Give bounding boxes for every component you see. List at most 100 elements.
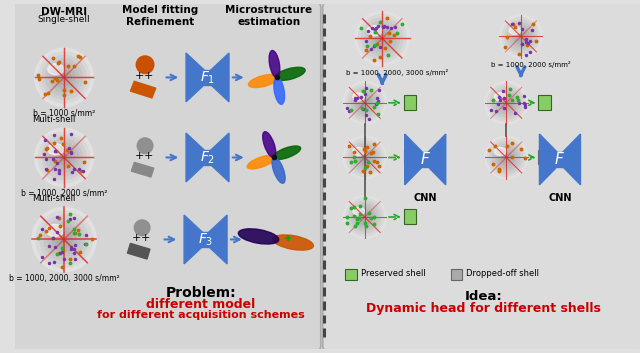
Circle shape (355, 11, 410, 66)
Text: Multi-shell: Multi-shell (33, 115, 76, 124)
Polygon shape (186, 133, 204, 182)
Ellipse shape (509, 26, 521, 35)
Circle shape (493, 89, 520, 116)
Ellipse shape (275, 67, 305, 80)
Circle shape (498, 95, 515, 111)
FancyBboxPatch shape (404, 95, 417, 110)
Text: +: + (140, 233, 150, 244)
Ellipse shape (494, 147, 506, 156)
Circle shape (40, 215, 88, 264)
Text: +: + (143, 71, 153, 82)
Polygon shape (428, 134, 445, 185)
Text: DW-MRI: DW-MRI (41, 7, 87, 17)
Circle shape (134, 220, 150, 235)
Text: b = 1000 s/mm²: b = 1000 s/mm² (33, 109, 95, 118)
Text: b = 1000, 2000, 3000 s/mm²: b = 1000, 2000, 3000 s/mm² (346, 68, 448, 76)
Text: Dynamic head for different shells: Dynamic head for different shells (366, 302, 601, 315)
Text: b = 1000, 2000, 3000 s/mm²: b = 1000, 2000, 3000 s/mm² (9, 274, 119, 283)
Circle shape (42, 55, 86, 100)
Circle shape (351, 204, 378, 231)
Ellipse shape (46, 224, 64, 237)
FancyBboxPatch shape (451, 269, 462, 281)
Text: $F_3$: $F_3$ (198, 231, 213, 248)
Text: $F$: $F$ (554, 151, 565, 167)
Circle shape (362, 155, 367, 160)
Circle shape (343, 81, 386, 124)
Circle shape (56, 232, 72, 247)
Circle shape (38, 132, 90, 183)
Circle shape (376, 31, 389, 45)
Circle shape (498, 149, 515, 166)
Text: +: + (134, 151, 144, 161)
Circle shape (362, 100, 367, 106)
Text: Dropped-off shell: Dropped-off shell (466, 269, 540, 278)
Circle shape (60, 235, 68, 244)
Circle shape (53, 146, 75, 168)
Text: Preserved shell: Preserved shell (361, 269, 426, 278)
Circle shape (49, 143, 79, 172)
Circle shape (504, 155, 509, 160)
Circle shape (44, 219, 84, 259)
Ellipse shape (262, 132, 276, 157)
FancyBboxPatch shape (404, 150, 417, 164)
Circle shape (493, 144, 520, 171)
Circle shape (354, 92, 376, 114)
Circle shape (358, 14, 406, 62)
Circle shape (45, 59, 83, 96)
Circle shape (513, 28, 529, 44)
Circle shape (504, 100, 509, 106)
Ellipse shape (367, 25, 382, 36)
Polygon shape (404, 134, 422, 185)
Text: Single-shell: Single-shell (38, 15, 90, 24)
Circle shape (343, 196, 386, 239)
Ellipse shape (273, 235, 314, 250)
Polygon shape (211, 53, 229, 102)
Polygon shape (127, 243, 150, 259)
Circle shape (365, 21, 399, 55)
Circle shape (369, 25, 396, 52)
Ellipse shape (353, 207, 365, 215)
Circle shape (349, 141, 381, 174)
Circle shape (501, 97, 511, 108)
Text: +: + (132, 233, 141, 244)
Ellipse shape (248, 74, 279, 88)
Circle shape (45, 139, 83, 176)
Circle shape (346, 198, 383, 236)
Polygon shape (202, 232, 209, 247)
Circle shape (490, 141, 522, 174)
Text: CNN: CNN (548, 193, 572, 203)
Text: $F_2$: $F_2$ (200, 149, 215, 166)
Circle shape (49, 63, 79, 92)
Circle shape (346, 84, 383, 121)
Circle shape (354, 147, 376, 168)
Circle shape (379, 35, 386, 42)
Ellipse shape (274, 77, 285, 104)
Polygon shape (209, 215, 227, 264)
Circle shape (488, 139, 525, 176)
FancyBboxPatch shape (345, 269, 357, 281)
Circle shape (502, 18, 540, 55)
Text: b = 1000, 2000 s/mm²: b = 1000, 2000 s/mm² (491, 61, 570, 68)
Circle shape (35, 48, 93, 107)
Circle shape (36, 211, 92, 268)
FancyBboxPatch shape (404, 209, 417, 224)
Polygon shape (184, 215, 202, 264)
Circle shape (349, 87, 381, 119)
Circle shape (359, 152, 370, 163)
Circle shape (53, 66, 75, 88)
Circle shape (60, 74, 68, 81)
Text: +: + (143, 151, 153, 161)
Circle shape (136, 56, 154, 73)
Circle shape (356, 149, 372, 166)
FancyBboxPatch shape (13, 2, 321, 351)
Ellipse shape (272, 157, 285, 183)
Ellipse shape (494, 93, 506, 101)
Circle shape (38, 52, 90, 103)
Ellipse shape (247, 155, 275, 169)
Circle shape (501, 152, 511, 163)
Text: Microstructure
estimation: Microstructure estimation (225, 5, 312, 27)
Text: b = 1000, 2000 s/mm²: b = 1000, 2000 s/mm² (21, 189, 108, 198)
Ellipse shape (273, 146, 301, 160)
Circle shape (499, 15, 542, 58)
Circle shape (343, 136, 386, 179)
